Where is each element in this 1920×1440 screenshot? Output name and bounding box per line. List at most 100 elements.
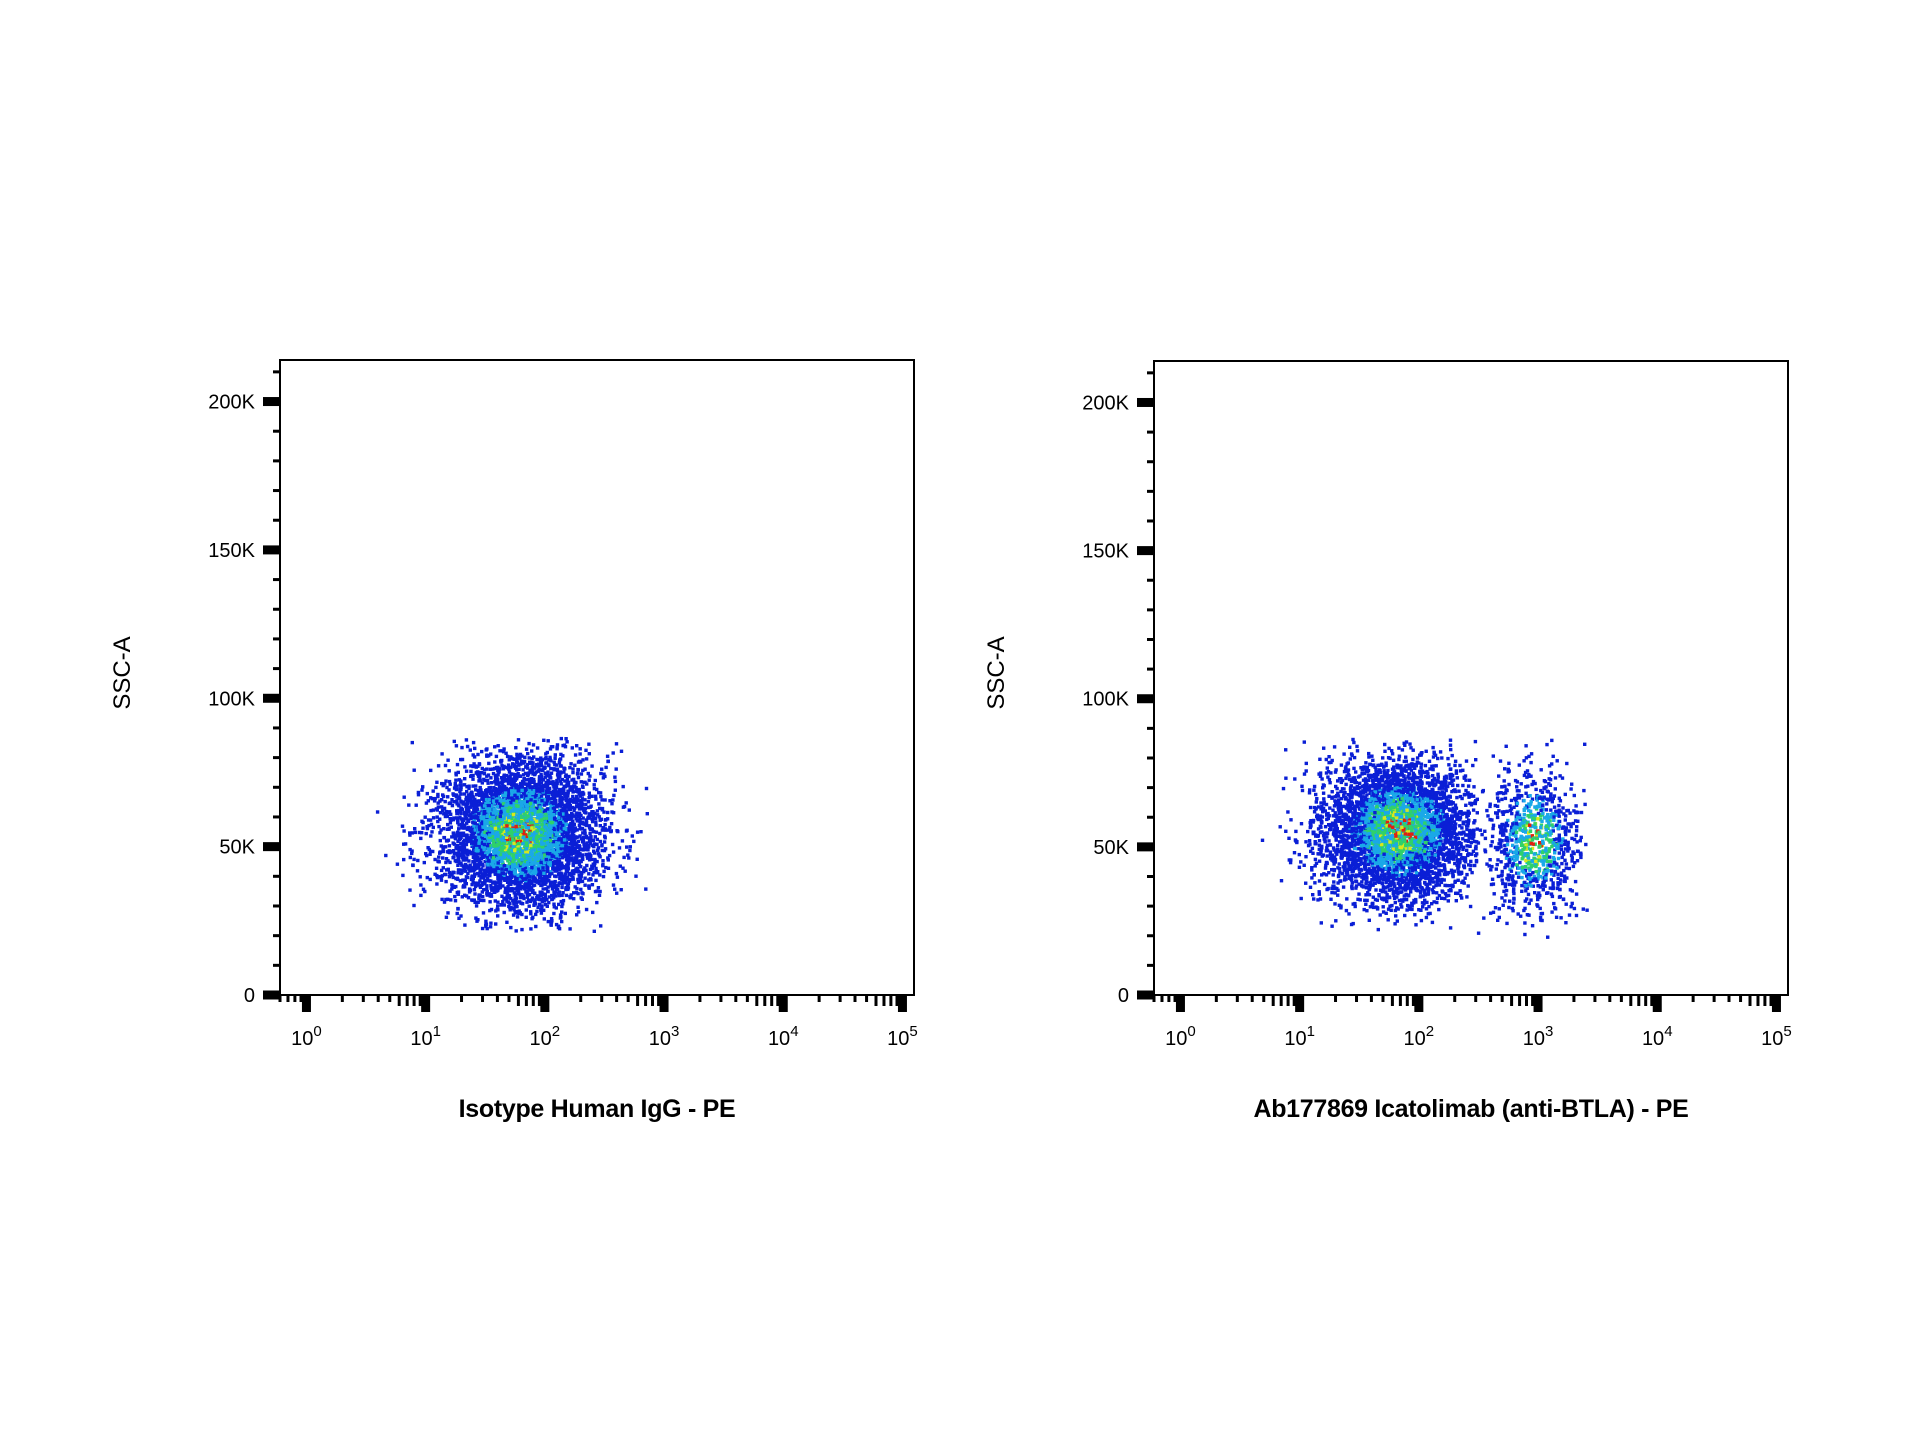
event-dot	[509, 755, 513, 759]
event-dot	[600, 848, 604, 853]
event-dot	[502, 839, 506, 843]
event-dot	[513, 784, 518, 788]
event-dot	[440, 808, 445, 812]
event-dot	[545, 836, 549, 840]
event-dot	[566, 882, 571, 886]
event-dot	[474, 854, 478, 859]
event-dot	[520, 804, 525, 808]
event-dot	[554, 885, 558, 889]
event-dot	[563, 779, 567, 783]
event-dot	[472, 888, 477, 892]
event-dot	[515, 761, 520, 765]
event-dot	[471, 784, 475, 788]
event-dot	[496, 872, 500, 876]
event-dot	[563, 792, 568, 796]
event-dot	[543, 771, 548, 776]
event-dot	[543, 902, 548, 907]
event-dot	[493, 868, 498, 873]
event-dot	[542, 871, 546, 875]
event-dot	[480, 820, 485, 824]
event-dot	[515, 828, 520, 832]
event-dot	[537, 767, 541, 772]
event-dot	[598, 818, 602, 822]
event-dot	[549, 825, 553, 830]
event-dot	[556, 849, 560, 853]
event-dot	[557, 787, 561, 792]
event-dot	[566, 848, 570, 852]
event-dot	[478, 785, 482, 790]
event-dot	[497, 802, 502, 806]
event-dot	[530, 812, 534, 816]
event-dot	[547, 763, 551, 768]
event-dot	[497, 886, 501, 890]
event-dot	[525, 864, 529, 868]
event-dot	[565, 853, 569, 858]
event-dot	[455, 802, 459, 806]
event-dot	[413, 827, 417, 831]
event-dot	[487, 786, 491, 790]
event-dot	[492, 819, 496, 824]
event-dot	[499, 836, 503, 841]
event-dot	[491, 856, 496, 860]
event-dot	[480, 771, 484, 775]
event-dot	[555, 866, 560, 871]
event-dot	[536, 872, 541, 876]
event-dot	[521, 831, 525, 835]
event-dot	[545, 851, 550, 856]
event-dot	[463, 923, 467, 927]
event-dot	[560, 919, 564, 924]
event-dot	[439, 876, 443, 880]
event-dot	[472, 864, 477, 868]
event-dot	[518, 774, 522, 778]
event-dot	[524, 790, 529, 795]
event-dot	[593, 835, 597, 839]
event-dot	[559, 782, 563, 786]
event-dot	[524, 859, 528, 864]
event-dot	[598, 806, 602, 811]
event-dot	[493, 760, 497, 764]
event-dot	[538, 862, 542, 867]
event-dot	[507, 777, 511, 781]
event-dot	[548, 872, 553, 876]
event-dot	[426, 799, 430, 803]
event-dot	[505, 842, 509, 847]
event-dot	[518, 895, 523, 900]
event-dot	[507, 806, 511, 810]
event-dot	[619, 888, 623, 892]
event-dot	[524, 835, 528, 840]
event-dot	[529, 816, 533, 820]
event-dot	[530, 917, 534, 921]
event-dot	[539, 893, 543, 897]
event-dot	[498, 749, 502, 753]
event-dot	[489, 781, 494, 785]
event-dot	[562, 788, 566, 793]
event-dot	[496, 833, 500, 838]
event-dot	[557, 761, 562, 765]
event-dot	[532, 836, 536, 840]
event-dot	[500, 817, 504, 821]
event-dot	[502, 910, 506, 915]
event-dot	[594, 869, 598, 873]
event-dot	[518, 752, 523, 757]
event-dot	[550, 820, 554, 825]
event-dot	[459, 861, 463, 865]
event-dot	[523, 807, 527, 811]
event-dot	[543, 809, 547, 813]
event-dot	[484, 792, 488, 796]
event-dot	[528, 836, 532, 841]
event-dot	[539, 866, 543, 870]
event-dot	[561, 840, 566, 845]
event-dot	[562, 851, 566, 855]
event-dot	[544, 875, 548, 879]
event-dot	[489, 892, 493, 896]
event-dot	[486, 876, 490, 881]
event-dot	[518, 792, 522, 796]
event-dot	[470, 882, 474, 887]
event-dot	[517, 859, 521, 863]
event-dot	[508, 876, 512, 881]
event-dot	[445, 868, 449, 872]
event-dot	[464, 795, 469, 800]
event-dot	[628, 848, 632, 853]
event-dot	[585, 844, 590, 848]
event-dot	[518, 827, 523, 832]
